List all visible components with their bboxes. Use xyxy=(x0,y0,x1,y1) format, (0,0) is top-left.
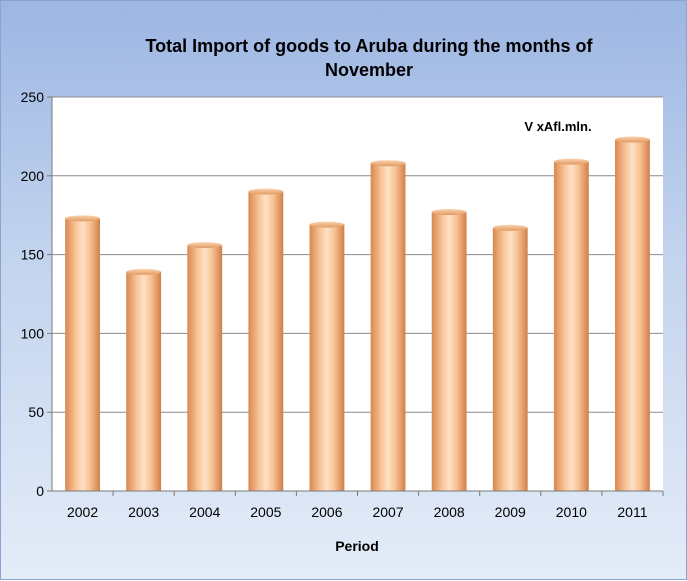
bar-top xyxy=(492,224,528,231)
bar-top xyxy=(248,188,284,195)
bar-body xyxy=(248,191,284,491)
y-tick-label: 50 xyxy=(28,404,44,420)
bar-body xyxy=(126,271,162,491)
bars xyxy=(65,136,650,492)
x-tick-label: 2008 xyxy=(434,504,465,520)
bar-top xyxy=(65,215,100,222)
y-axis-ticks: 0 50 100 150 200 250 xyxy=(21,89,52,499)
bar-body xyxy=(492,227,528,492)
x-tick-label: 2009 xyxy=(495,504,526,520)
x-axis-ticks: 2002 2003 2004 2005 2006 2007 2008 2009 2010 2011 xyxy=(67,491,664,520)
bar xyxy=(615,136,650,491)
chart-title-line-1: Total Import of goods to Aruba during th… xyxy=(146,36,594,56)
bar-body xyxy=(615,139,650,491)
bar xyxy=(65,215,100,492)
x-tick-label: 2005 xyxy=(250,504,281,520)
y-tick-label: 0 xyxy=(36,483,44,499)
x-tick-label: 2007 xyxy=(372,504,403,520)
x-tick-label: 2003 xyxy=(128,504,159,520)
x-tick-label: 2010 xyxy=(556,504,587,520)
x-axis-title: Period xyxy=(335,538,379,554)
bar-body xyxy=(65,218,100,492)
bar-body xyxy=(431,212,467,491)
bar-body xyxy=(309,224,345,491)
bar xyxy=(431,209,467,491)
x-tick-label: 2004 xyxy=(189,504,220,520)
bar xyxy=(309,221,345,491)
y-tick-label: 200 xyxy=(21,168,45,184)
bar xyxy=(248,188,284,491)
bar-top xyxy=(431,209,467,216)
bar xyxy=(553,158,589,491)
unit-label: V xAfl.mln. xyxy=(524,119,591,134)
x-tick-label: 2011 xyxy=(617,504,647,520)
bar-body xyxy=(187,245,223,491)
bar xyxy=(370,160,406,491)
bar-top xyxy=(187,242,223,249)
bar-body xyxy=(370,163,406,491)
x-tick-label: 2002 xyxy=(67,504,98,520)
y-tick-label: 150 xyxy=(21,247,45,263)
y-tick-label: 100 xyxy=(21,325,45,341)
bar-top xyxy=(370,160,406,167)
chart-title-line-2: November xyxy=(325,60,413,80)
bar-top xyxy=(126,268,162,275)
bar-top xyxy=(553,158,589,165)
bar xyxy=(187,242,223,491)
y-tick-label: 250 xyxy=(21,89,45,105)
x-tick-label: 2006 xyxy=(311,504,342,520)
bar-body xyxy=(553,161,589,491)
bar xyxy=(492,224,528,492)
bar-top xyxy=(309,221,345,228)
bar xyxy=(126,268,162,491)
bar-top xyxy=(615,136,650,143)
